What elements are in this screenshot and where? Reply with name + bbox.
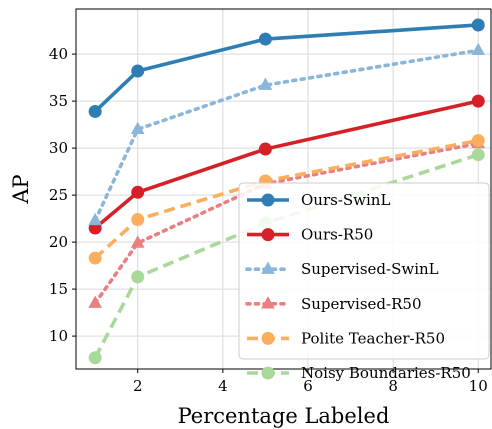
x-tick-label: 4 [218, 377, 228, 395]
legend-box [238, 182, 490, 360]
x-tick-label: 10 [469, 377, 488, 395]
legend-label: Ours-R50 [301, 226, 373, 244]
x-tick-label: 8 [388, 377, 398, 395]
legend-marker [261, 331, 275, 345]
legend-label: Supervised-SwinL [301, 260, 439, 278]
series-line [93, 99, 479, 230]
series-ours-swinl [88, 18, 485, 118]
ticks: 2 4 6 8 10 10 15 20 25 30 35 40 [49, 45, 488, 395]
legend-entry-supervised-swinl: Supervised-SwinL [245, 260, 439, 278]
y-tick-label: 40 [49, 45, 68, 63]
data-point [471, 94, 485, 108]
data-point [258, 142, 272, 156]
x-tick-label: 2 [133, 377, 143, 395]
data-point [88, 104, 102, 118]
legend-marker [261, 296, 275, 309]
y-tick-label: 15 [49, 280, 68, 298]
data-point [130, 235, 145, 248]
y-tick-label: 35 [49, 92, 68, 110]
data-point [88, 251, 102, 265]
data-point [471, 18, 485, 32]
y-tick-label: 20 [49, 233, 68, 251]
legend-entry-ours-r50: Ours-R50 [247, 226, 373, 244]
legend-marker [261, 261, 275, 274]
legend: Ours-SwinL Ours-R50 Supervised-SwinL Superv… [238, 182, 490, 382]
data-point [131, 64, 145, 78]
data-point [258, 32, 272, 46]
y-tick-label: 10 [49, 327, 68, 345]
plot-frame [75, 8, 492, 370]
data-point [88, 295, 102, 308]
series-line [93, 48, 481, 223]
legend-label: Polite Teacher-R50 [301, 329, 445, 347]
legend-marker [261, 193, 275, 207]
y-axis-title: AP [9, 174, 33, 204]
series-polite-teacher-r50 [88, 134, 485, 265]
series-line [93, 23, 479, 113]
series-supervised-swinl [88, 42, 486, 226]
legend-label: Ours-SwinL [301, 191, 390, 209]
data-point [88, 351, 102, 365]
legend-label: Supervised-R50 [301, 295, 421, 313]
y-tick-label: 25 [49, 186, 68, 204]
legend-entry-noisy-boundaries-r50: Noisy Boundaries-R50 [247, 364, 471, 382]
legend-marker [261, 228, 275, 242]
x-axis-title: Percentage Labeled [178, 404, 390, 428]
data-point [471, 148, 485, 162]
legend-label: Noisy Boundaries-R50 [301, 364, 471, 382]
x-tick-label: 6 [303, 377, 313, 395]
data-point [131, 185, 145, 199]
series-line [93, 138, 479, 260]
legend-entry-supervised-r50: Supervised-R50 [245, 295, 421, 313]
legend-entry-ours-swinl: Ours-SwinL [247, 191, 390, 209]
data-point [471, 134, 485, 148]
data-point [131, 270, 145, 284]
data-point [471, 42, 486, 56]
data-point [131, 213, 145, 227]
legend-entry-polite-teacher-r50: Polite Teacher-R50 [247, 329, 445, 347]
y-tick-label: 30 [49, 139, 68, 157]
data-point [130, 121, 145, 135]
data-point [258, 77, 273, 90]
data-point [88, 212, 102, 226]
legend-marker [261, 366, 275, 380]
series-line [93, 141, 481, 306]
